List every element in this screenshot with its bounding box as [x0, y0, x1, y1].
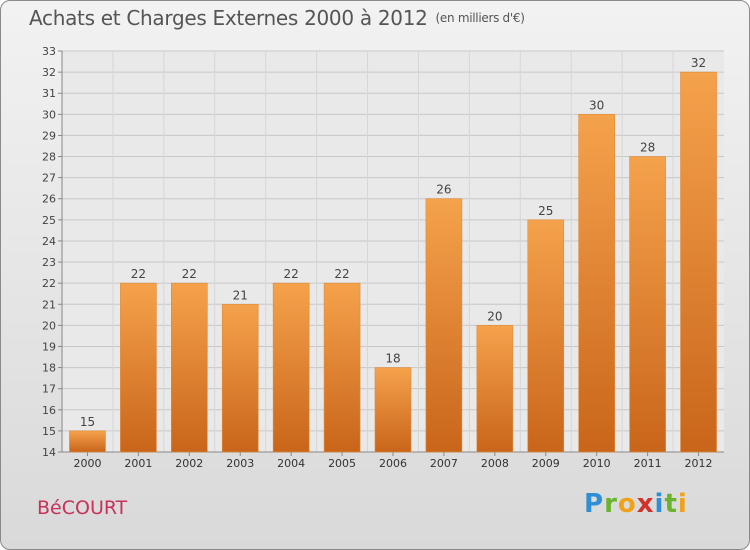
- x-tick-label-2008: 2008: [481, 457, 509, 470]
- x-tick-label-2005: 2005: [328, 457, 356, 470]
- y-tick-label: 16: [42, 404, 56, 417]
- bar-2008: [476, 325, 514, 453]
- value-label-2007: 26: [436, 183, 451, 197]
- value-label-2012: 32: [691, 56, 706, 70]
- y-tick-label: 24: [42, 235, 56, 248]
- value-label-2000: 15: [80, 415, 95, 429]
- y-tick-label: 14: [42, 446, 56, 459]
- x-tick-label-2002: 2002: [175, 457, 203, 470]
- x-tick-label-2012: 2012: [685, 457, 713, 470]
- value-label-2003: 21: [233, 288, 248, 302]
- chart-title-text: Achats et Charges Externes 2000 à 2012: [29, 6, 428, 30]
- value-label-2009: 25: [538, 204, 553, 218]
- x-tick-label-2003: 2003: [226, 457, 254, 470]
- bar-2010: [578, 114, 615, 453]
- value-label-2004: 22: [284, 267, 299, 281]
- y-tick-label: 30: [42, 108, 56, 121]
- y-tick-label: 23: [42, 256, 56, 269]
- bar-2000: [69, 430, 106, 453]
- y-tick-label: 20: [42, 319, 56, 332]
- x-tick-label-2007: 2007: [430, 457, 458, 470]
- proxiti-logo: Proxiti: [584, 489, 688, 519]
- bar-2005: [323, 282, 361, 453]
- x-tick-label-2011: 2011: [634, 457, 662, 470]
- y-tick-label: 22: [42, 277, 56, 290]
- chart-title: Achats et Charges Externes 2000 à 2012 (e…: [29, 6, 525, 30]
- bar-2003: [221, 303, 259, 453]
- bar-2011: [629, 156, 666, 453]
- y-tick-label: 15: [42, 425, 56, 438]
- y-tick-label: 26: [42, 193, 56, 206]
- y-tick-label: 31: [42, 87, 56, 100]
- y-tick-label: 32: [42, 66, 56, 79]
- y-tick-label: 21: [42, 298, 56, 311]
- bar-2009: [527, 219, 565, 453]
- commune-name: BéCOURT: [37, 497, 128, 519]
- x-tick-label-2006: 2006: [379, 457, 407, 470]
- y-tick-label: 17: [42, 383, 56, 396]
- x-tick-label-2001: 2001: [124, 457, 152, 470]
- bar-2006: [374, 367, 412, 453]
- y-tick-label: 29: [42, 129, 56, 142]
- x-tick-label-2000: 2000: [73, 457, 101, 470]
- bar-2001: [120, 282, 157, 453]
- x-tick-label-2004: 2004: [277, 457, 305, 470]
- chart-unit: (en milliers d'€): [435, 11, 525, 25]
- y-tick-label: 33: [42, 45, 56, 58]
- x-tick-label-2009: 2009: [532, 457, 560, 470]
- y-tick-label: 18: [42, 362, 56, 375]
- bar-2012: [680, 71, 717, 453]
- bar-2004: [272, 282, 310, 453]
- value-label-2005: 22: [334, 267, 349, 281]
- value-label-2002: 22: [182, 267, 197, 281]
- value-label-2011: 28: [640, 141, 655, 155]
- x-tick-label-2010: 2010: [583, 457, 611, 470]
- value-label-2001: 22: [131, 267, 146, 281]
- y-tick-label: 25: [42, 214, 56, 227]
- y-tick-label: 27: [42, 172, 56, 185]
- y-tick-label: 28: [42, 151, 56, 164]
- value-label-2010: 30: [589, 98, 604, 112]
- value-label-2008: 20: [487, 309, 502, 323]
- bar-2007: [425, 198, 463, 453]
- value-label-2006: 18: [385, 352, 400, 366]
- y-tick-label: 19: [42, 340, 56, 353]
- bar-2002: [171, 282, 208, 453]
